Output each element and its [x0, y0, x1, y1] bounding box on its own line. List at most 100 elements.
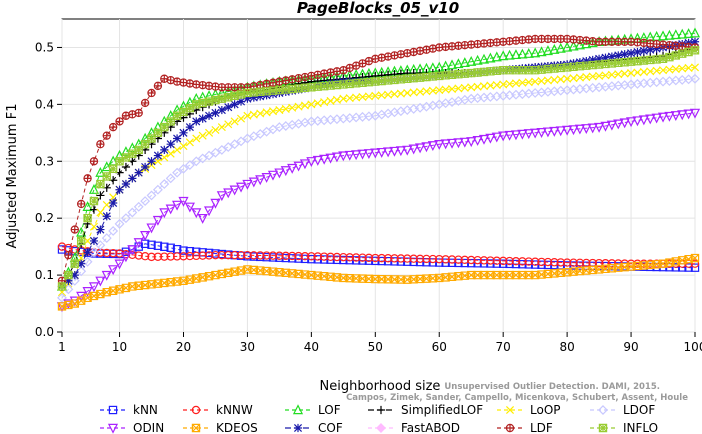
series-point [313, 99, 322, 108]
series-point [510, 130, 522, 141]
series-point [689, 108, 701, 119]
series-point [108, 122, 118, 132]
series-point [108, 248, 118, 258]
series-point [108, 164, 118, 174]
series-point [160, 122, 169, 132]
series-point [216, 191, 227, 202]
series-point [479, 256, 489, 265]
series-point [224, 103, 233, 112]
series-point [211, 125, 220, 134]
series-point [448, 84, 457, 94]
x-tick-label: 90 [623, 340, 638, 354]
series-point [626, 49, 636, 58]
series-point [594, 54, 604, 63]
series-point [108, 265, 119, 276]
series-point [160, 242, 169, 251]
series-point [518, 78, 527, 87]
series-point [689, 27, 701, 38]
series-point [498, 131, 509, 142]
y-tick-label: 0.2 [35, 211, 54, 225]
series-point [428, 254, 438, 264]
series-point [192, 251, 201, 261]
series-point [159, 179, 170, 189]
series-point [422, 87, 431, 96]
series-point [543, 257, 553, 267]
series-point [147, 88, 156, 98]
series-point [109, 198, 118, 208]
series-point [409, 254, 418, 263]
series-point [403, 254, 412, 263]
series-layer [56, 27, 701, 313]
series-point [134, 108, 143, 118]
series-point [467, 255, 476, 265]
series-point [76, 266, 87, 277]
x-tick-label: 30 [240, 340, 255, 354]
legend-marker [598, 423, 608, 433]
series-point [639, 46, 648, 55]
series-point [511, 257, 521, 266]
series-point [198, 98, 207, 108]
series-point [326, 96, 335, 105]
series-point [115, 117, 124, 126]
series-point [268, 107, 278, 116]
legend-marker [108, 405, 118, 415]
series-point [121, 179, 131, 189]
series-point [517, 129, 528, 140]
series-point [371, 253, 380, 263]
series-point [441, 255, 450, 264]
series-point [204, 97, 214, 106]
series-point [96, 179, 105, 189]
series-point [274, 168, 285, 179]
series-point [600, 121, 611, 132]
series-point [185, 123, 194, 132]
series-point [256, 92, 265, 101]
series-point [229, 139, 240, 150]
series-point [223, 142, 234, 152]
series-point [625, 117, 637, 128]
series-point [243, 250, 252, 260]
series-point [230, 91, 239, 101]
series-point [345, 253, 354, 262]
series-point [256, 251, 265, 260]
series-point [665, 65, 674, 74]
series-point [236, 90, 246, 99]
series-point [243, 94, 252, 103]
series-point [478, 134, 490, 145]
series-point [684, 263, 693, 272]
series-point [287, 251, 297, 261]
series-point [332, 252, 342, 262]
series-point [614, 70, 623, 79]
legend-marker [191, 423, 201, 433]
series-point [153, 81, 163, 91]
series-point [197, 213, 208, 224]
series-point [256, 109, 265, 118]
series-point [331, 152, 343, 163]
series-point [179, 252, 188, 261]
series-point [453, 138, 464, 149]
series-point [267, 170, 279, 181]
y-tick-label: 0.3 [35, 154, 54, 168]
series-point [64, 250, 73, 260]
series-point [550, 258, 559, 267]
series-point [453, 58, 464, 69]
series-point [185, 138, 194, 147]
series-point [319, 252, 329, 261]
series-point [82, 201, 93, 211]
series-point [159, 208, 170, 219]
legend-marker [505, 405, 515, 415]
series-point [345, 94, 354, 103]
series-point [166, 252, 175, 261]
series-point [549, 44, 560, 54]
legend-label: FastABOD [401, 421, 460, 434]
series-point [389, 146, 400, 157]
series-point [492, 256, 501, 265]
series-point [307, 252, 316, 261]
series-point [237, 114, 246, 123]
series-point [638, 115, 649, 126]
series-point [230, 250, 239, 260]
series-point [172, 167, 183, 178]
series-point [683, 109, 694, 120]
series-point [396, 254, 406, 263]
series-point [243, 111, 252, 120]
series-point [57, 292, 67, 303]
